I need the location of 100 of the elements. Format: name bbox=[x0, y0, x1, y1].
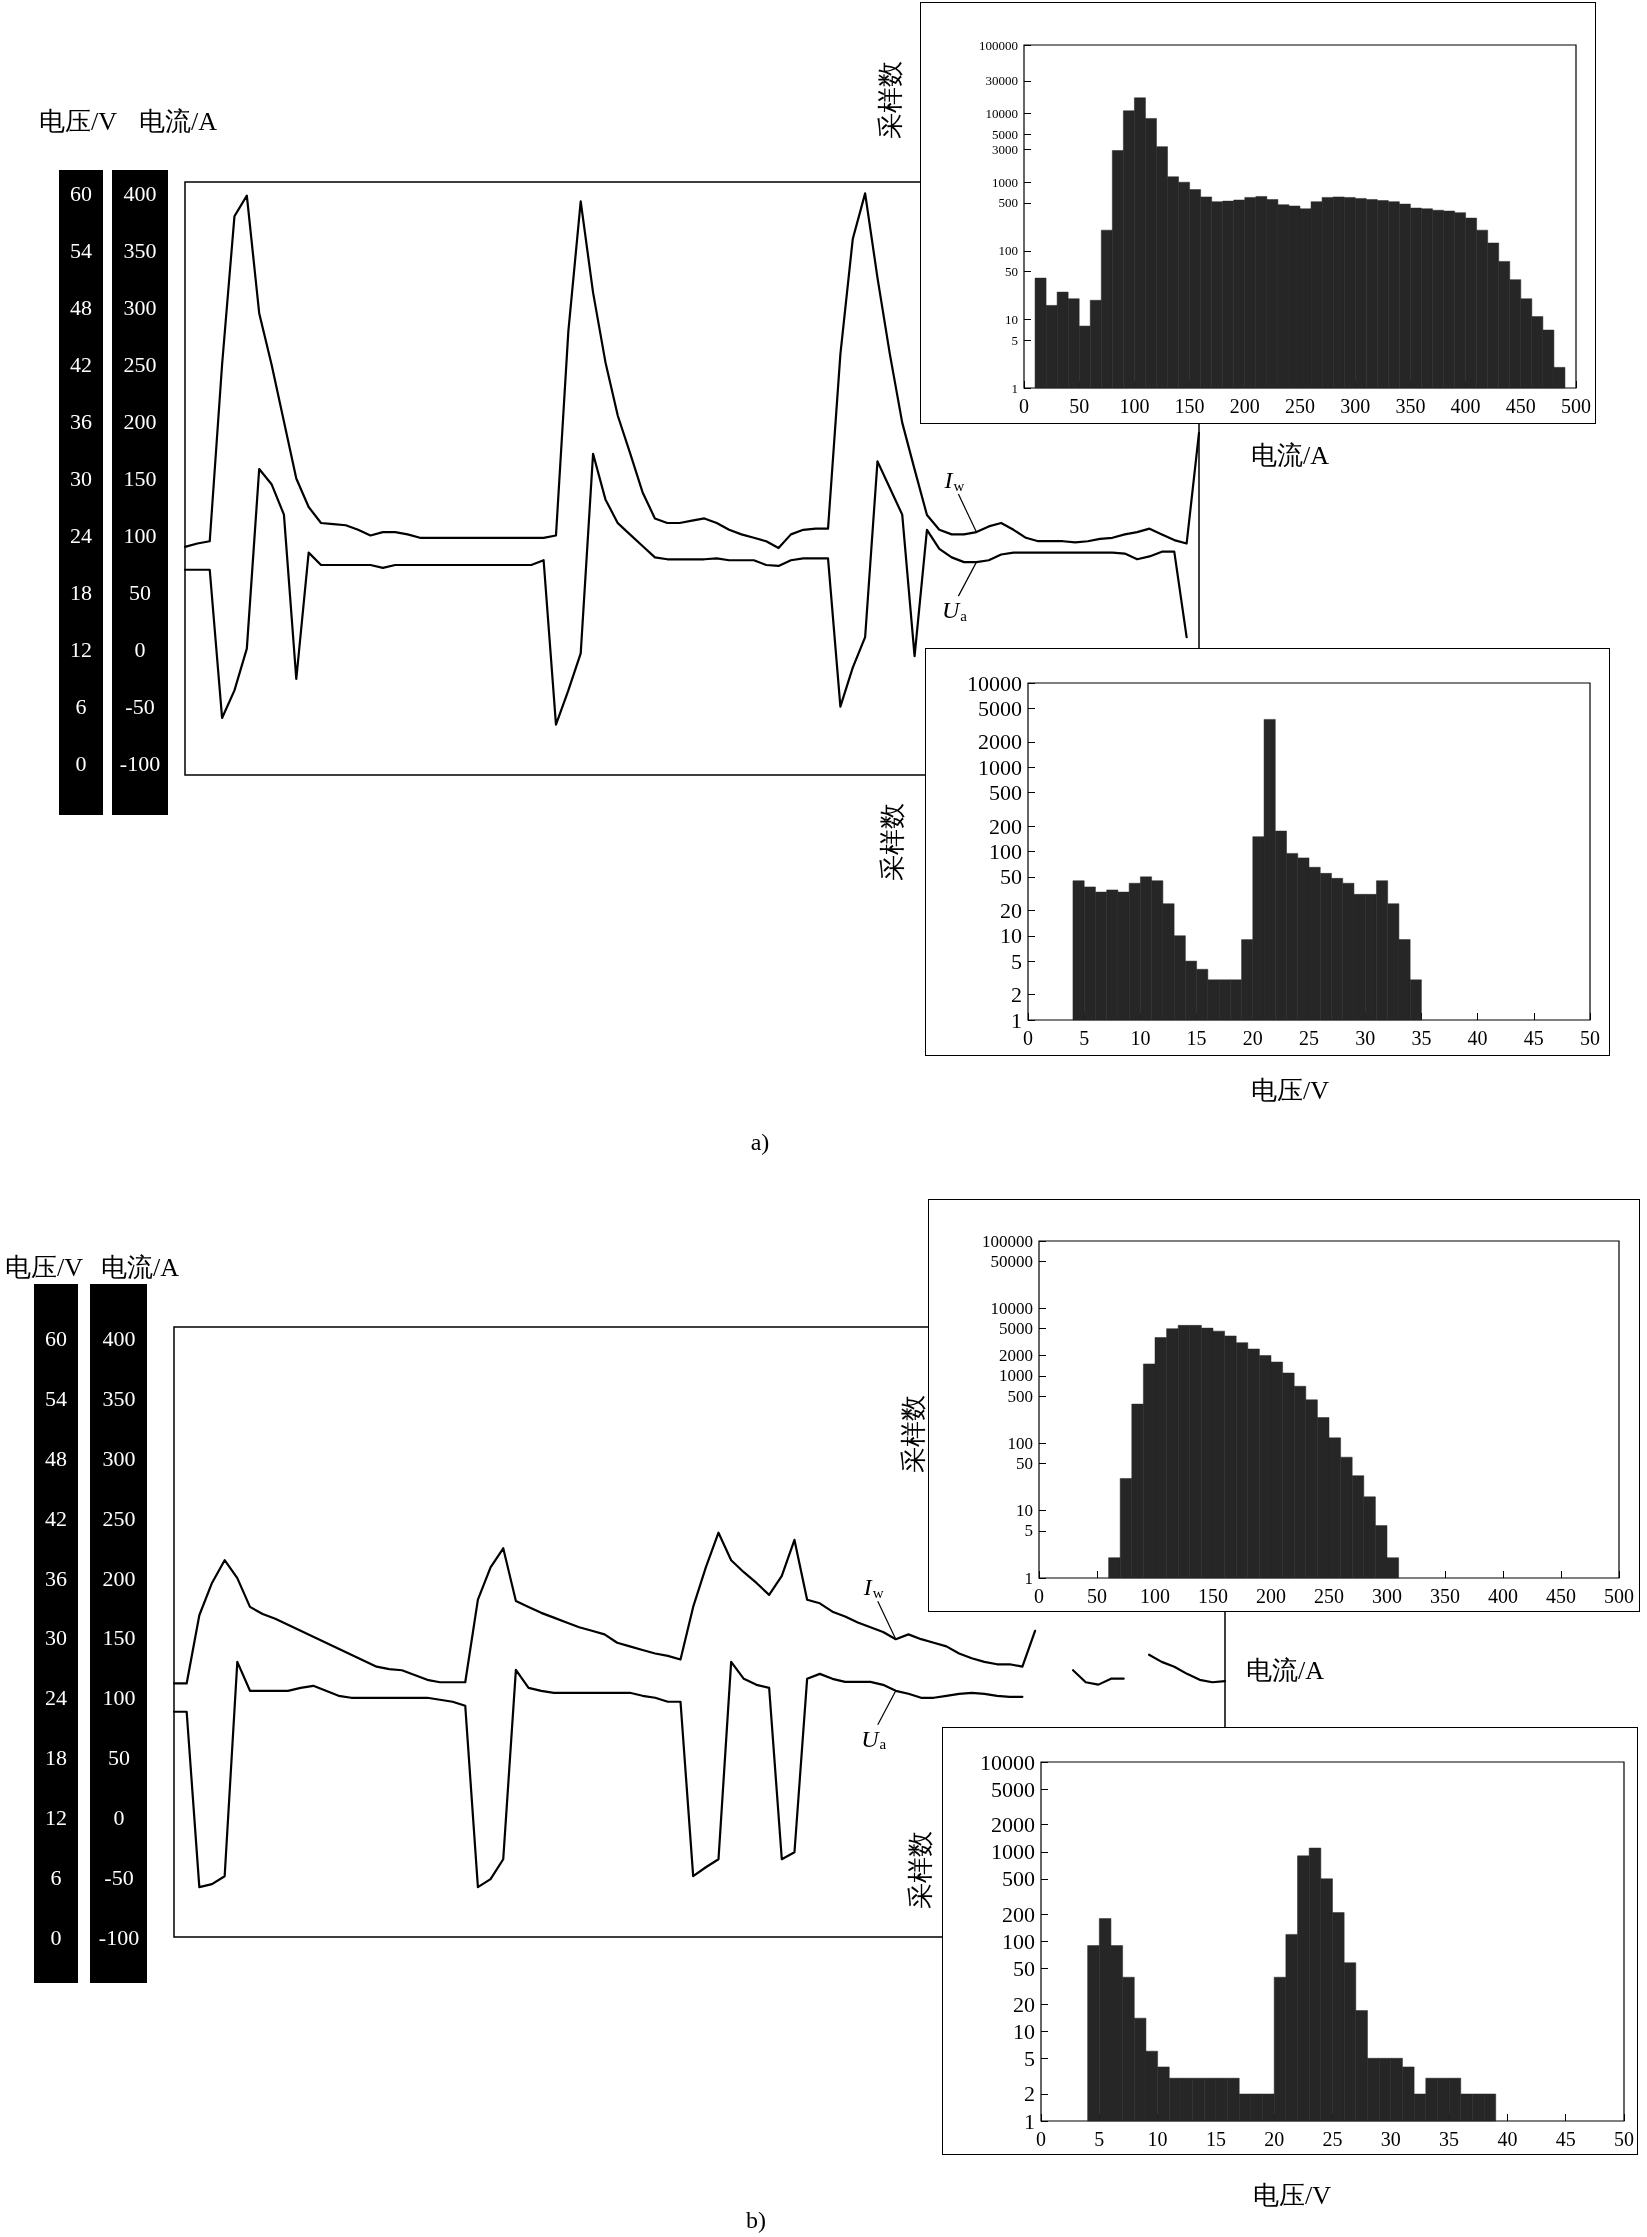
y-axis-title: 采样数 bbox=[905, 1831, 935, 1909]
y-tick-label: 1 bbox=[1011, 380, 1018, 396]
text: b) bbox=[746, 2206, 766, 2234]
x-tick-label: 45 bbox=[1523, 1027, 1544, 1049]
x-tick-label: 30 bbox=[1380, 2128, 1401, 2150]
x-axis-title: 电压/V bbox=[1251, 1074, 1329, 1107]
y-tick-label: 50 bbox=[1013, 1956, 1035, 1982]
y-tick-label: 100 bbox=[1002, 1929, 1035, 1954]
x-tick-label: 350 bbox=[1430, 1585, 1460, 1607]
y-tick-label: 10000 bbox=[967, 670, 1022, 696]
y-axis-title: 采样数 bbox=[898, 1395, 928, 1473]
legend-label: Ua bbox=[941, 597, 968, 624]
y-tick-label: 54 bbox=[45, 1386, 67, 1412]
x-tick-label: 300 bbox=[1372, 1585, 1402, 1607]
x-tick-label: 25 bbox=[1322, 2128, 1343, 2150]
x-tick-label: 10 bbox=[1147, 2128, 1168, 2150]
y-tick-label: 10000 bbox=[990, 1298, 1033, 1318]
x-tick-label: 150 bbox=[1198, 1585, 1228, 1607]
legend-label: Ua bbox=[861, 1725, 887, 1753]
y-tick-label: 200 bbox=[1002, 1901, 1035, 1927]
y-tick-label: 10 bbox=[1000, 923, 1022, 949]
y2-tick-label: 400 bbox=[123, 180, 157, 206]
y-tick-label: 6 bbox=[50, 1864, 62, 1890]
y-tick-label: 3000 bbox=[992, 141, 1018, 157]
y-tick-label: 100000 bbox=[982, 1231, 1033, 1251]
y2-tick-label: 150 bbox=[102, 1625, 136, 1651]
y2-tick-label: 100 bbox=[123, 523, 157, 549]
x-tick-label: 5 bbox=[1094, 2128, 1105, 2150]
y2-tick-label: 100 bbox=[102, 1685, 136, 1711]
y-tick-label: 30 bbox=[70, 466, 92, 491]
y-tick-label: 42 bbox=[70, 351, 92, 377]
x-tick-label: 100 bbox=[1140, 1585, 1170, 1607]
y-axis-title: 采样数 bbox=[875, 61, 905, 139]
y-tick-label: 100000 bbox=[979, 37, 1018, 53]
x-tick-label: 40 bbox=[1497, 2128, 1518, 2150]
x-tick-label: 300 bbox=[1340, 395, 1371, 417]
y2-tick-label: 300 bbox=[123, 294, 157, 320]
y-tick-label: 10 bbox=[1005, 311, 1018, 327]
y-tick-label: 60 bbox=[70, 180, 92, 206]
y-tick-label: 100 bbox=[989, 839, 1022, 864]
y-tick-label: 5 bbox=[1024, 2045, 1035, 2071]
y-tick-label: 1000 bbox=[992, 174, 1018, 190]
y2-tick-label: 350 bbox=[102, 1386, 136, 1412]
y-tick-label: 1000 bbox=[978, 754, 1022, 780]
series-label: Iw bbox=[943, 467, 965, 494]
y-tick-label: 5 bbox=[1024, 1521, 1033, 1541]
y2-tick-label: 400 bbox=[102, 1326, 136, 1352]
y-tick-label: 12 bbox=[45, 1804, 67, 1830]
x-tick-label: 500 bbox=[1604, 1585, 1634, 1607]
x-tick-label: 15 bbox=[1205, 2128, 1226, 2150]
x-tick-label: 20 bbox=[1242, 1027, 1263, 1049]
y-tick-label: 2 bbox=[1011, 982, 1022, 1008]
y2-tick-label: -100 bbox=[119, 751, 161, 777]
x-tick-label: 100 bbox=[1119, 395, 1150, 417]
y-tick-label: 18 bbox=[70, 580, 92, 606]
x-tick-label: 50 bbox=[1580, 1027, 1600, 1049]
y-tick-label: 24 bbox=[70, 523, 92, 549]
y-tick-label: 2000 bbox=[991, 1812, 1035, 1838]
y-tick-label: 5000 bbox=[992, 126, 1018, 142]
y-tick-label: 36 bbox=[70, 408, 92, 434]
x-tick-label: 400 bbox=[1488, 1585, 1518, 1607]
y-tick-label: 12 bbox=[70, 637, 92, 663]
x-tick-label: 50 bbox=[1087, 1585, 1107, 1607]
y-tick-label: 500 bbox=[1007, 1386, 1033, 1406]
x-tick-label: 30 bbox=[1355, 1027, 1376, 1049]
x-tick-label: 200 bbox=[1256, 1585, 1286, 1607]
y-axis-title: 电压/V bbox=[5, 1252, 84, 1282]
y-tick-label: 20 bbox=[1013, 1991, 1035, 2017]
y-tick-label: 1000 bbox=[999, 1366, 1033, 1386]
y-tick-label: 60 bbox=[45, 1326, 67, 1352]
y-tick-label: 0 bbox=[50, 1924, 62, 1950]
y-tick-label: 50 bbox=[1005, 263, 1018, 279]
x-tick-label: 50 bbox=[1069, 395, 1090, 417]
y-tick-label: 1 bbox=[1024, 1568, 1033, 1588]
y2-tick-label: -50 bbox=[104, 1864, 134, 1890]
y2-tick-label: -100 bbox=[98, 1924, 140, 1950]
x-tick-label: 450 bbox=[1546, 1585, 1576, 1607]
y-tick-label: 5000 bbox=[991, 1776, 1035, 1802]
x-tick-label: 250 bbox=[1314, 1585, 1344, 1607]
y-tick-label: 1000 bbox=[991, 1839, 1035, 1865]
y-tick-label: 50000 bbox=[990, 1251, 1033, 1271]
y-tick-label: 50 bbox=[1016, 1453, 1033, 1473]
x-tick-label: 15 bbox=[1186, 1027, 1207, 1049]
x-tick-label: 200 bbox=[1229, 395, 1260, 417]
y2-tick-label: 350 bbox=[123, 237, 157, 263]
x-axis-title: 电流/A bbox=[1251, 439, 1329, 472]
y2-tick-label: 300 bbox=[102, 1446, 136, 1472]
y2-tick-label: 50 bbox=[108, 1745, 130, 1771]
y-tick-label: 1 bbox=[1024, 2108, 1035, 2134]
y-tick-label: 10000 bbox=[985, 106, 1018, 122]
y-tick-label: 2000 bbox=[978, 729, 1022, 755]
y-tick-label: 10 bbox=[1016, 1501, 1033, 1521]
y-tick-label: 24 bbox=[45, 1685, 67, 1711]
y-tick-label: 42 bbox=[45, 1505, 67, 1531]
y2-tick-label: 0 bbox=[134, 637, 146, 663]
y-tick-label: 500 bbox=[998, 195, 1018, 211]
y-tick-label: 30000 bbox=[985, 73, 1018, 89]
text: a) bbox=[750, 1128, 770, 1156]
y-tick-label: 500 bbox=[1002, 1866, 1035, 1892]
y-tick-label: 5000 bbox=[978, 695, 1022, 721]
